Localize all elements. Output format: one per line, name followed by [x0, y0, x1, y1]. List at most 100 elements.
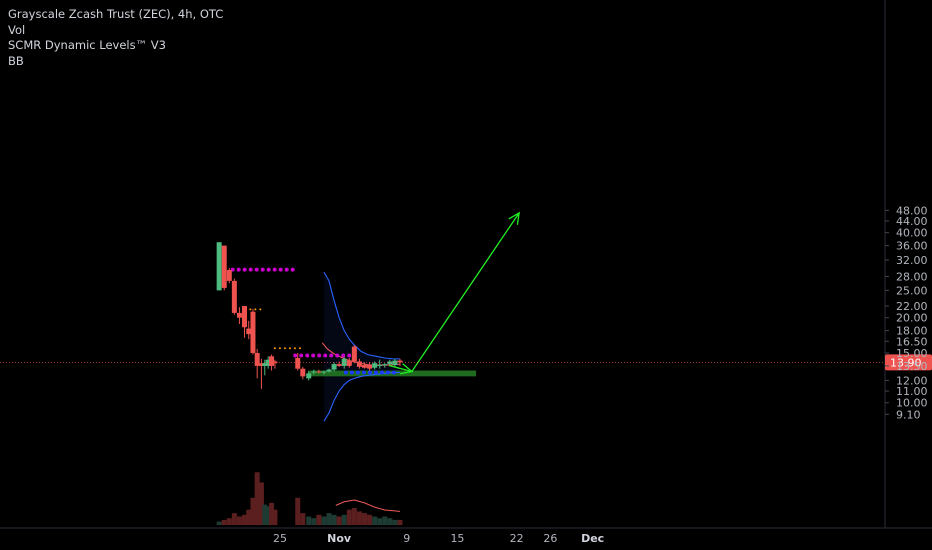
level-dot	[385, 370, 390, 375]
level-dot	[293, 353, 298, 358]
level-dot	[288, 347, 291, 350]
level-dot	[323, 353, 328, 358]
volume-bar	[311, 518, 317, 525]
volume-ma-line	[335, 499, 401, 512]
candle-body	[397, 360, 403, 363]
level-dot	[278, 347, 281, 350]
level-dot	[329, 353, 334, 358]
candle	[392, 358, 398, 367]
candle	[216, 242, 222, 291]
candle-body	[321, 371, 327, 373]
candle	[231, 278, 237, 315]
last-price-label: 13.90	[890, 356, 922, 369]
level-dot	[290, 267, 295, 272]
x-tick-label: 15	[450, 532, 464, 545]
candle	[236, 307, 242, 325]
axis-frame	[0, 0, 932, 529]
y-tick-label: 9.10	[896, 408, 921, 421]
volume-bar	[397, 519, 403, 525]
dynamic-levels	[230, 267, 396, 375]
y-tick-label: 12.00	[896, 374, 928, 387]
volume-bar	[254, 472, 260, 525]
candle	[300, 366, 306, 380]
candle	[356, 358, 362, 369]
level-dot	[347, 353, 352, 358]
y-tick-label: 10.00	[896, 397, 928, 410]
candle	[306, 371, 312, 381]
y-tick-label: 20.00	[896, 312, 928, 325]
volume-bar	[236, 516, 242, 525]
candle-body	[356, 361, 362, 367]
y-tick-label: 44.00	[896, 215, 928, 228]
level-dot	[391, 370, 396, 375]
candle	[250, 308, 256, 355]
volume-bar	[231, 513, 237, 525]
candle	[269, 354, 275, 371]
candle-body	[346, 360, 352, 366]
candle-body	[221, 245, 227, 288]
volume-bar	[250, 497, 256, 525]
candle	[316, 369, 322, 374]
legend-title[interactable]: Grayscale Zcash Trust (ZEC), 4h, OTC	[8, 7, 224, 21]
candle-body	[246, 328, 252, 335]
volume-bar	[321, 516, 327, 525]
candle	[321, 370, 327, 375]
level-dot	[361, 370, 366, 375]
level-dot	[335, 353, 340, 358]
y-tick-label: 22.00	[896, 300, 928, 313]
candle-body	[331, 364, 337, 370]
candle-body	[236, 312, 242, 318]
candle	[295, 353, 301, 371]
candle-body	[258, 363, 264, 366]
level-dot	[254, 267, 259, 272]
candle	[242, 306, 248, 338]
volume-bar	[300, 513, 306, 525]
volume-bar	[341, 514, 347, 525]
candle	[265, 356, 271, 369]
volume-bar	[392, 519, 398, 525]
level-dot	[236, 267, 241, 272]
level-dot	[379, 370, 384, 375]
legend-bb[interactable]: BB	[8, 53, 24, 68]
level-dot	[341, 353, 346, 358]
candle	[367, 362, 373, 371]
volume-bar	[269, 502, 275, 525]
volume-bars	[216, 472, 403, 525]
volume-bar	[356, 511, 362, 525]
candle	[382, 363, 388, 368]
candle	[377, 359, 383, 369]
volume-bar	[377, 518, 383, 525]
candle-body	[262, 363, 268, 366]
candle	[326, 368, 332, 373]
candle	[341, 357, 347, 369]
volume-bar	[387, 518, 393, 525]
level-dot	[273, 347, 276, 350]
level-dot	[343, 370, 348, 375]
candle-body	[382, 364, 388, 366]
x-tick-label: 9	[403, 532, 410, 545]
candle	[254, 348, 260, 379]
y-tick-label: 11.00	[896, 385, 928, 398]
candle	[258, 358, 264, 389]
volume-bar	[258, 482, 264, 525]
time-axis[interactable]: 25 Nov 9 15 22 26 Dec	[273, 532, 604, 545]
last-price-group: 13.90	[0, 354, 932, 371]
support-zone-group	[307, 370, 477, 377]
last-price-tag	[885, 354, 932, 371]
candle-body	[392, 360, 398, 366]
volume-bar	[226, 518, 232, 525]
candle-body	[377, 365, 383, 367]
support-zone	[307, 370, 477, 377]
volume-bar	[265, 506, 271, 525]
level-dot	[266, 267, 271, 272]
legend-vol[interactable]: Vol	[8, 22, 26, 37]
volume-bar	[351, 508, 357, 525]
level-dot	[305, 353, 310, 358]
level-dot	[259, 308, 262, 311]
candle	[221, 245, 227, 291]
x-tick-label: Dec	[581, 532, 604, 545]
y-tick-label: 13.50	[896, 360, 928, 373]
legend-indicator[interactable]: SCMR Dynamic Levels™ V3	[8, 38, 166, 52]
